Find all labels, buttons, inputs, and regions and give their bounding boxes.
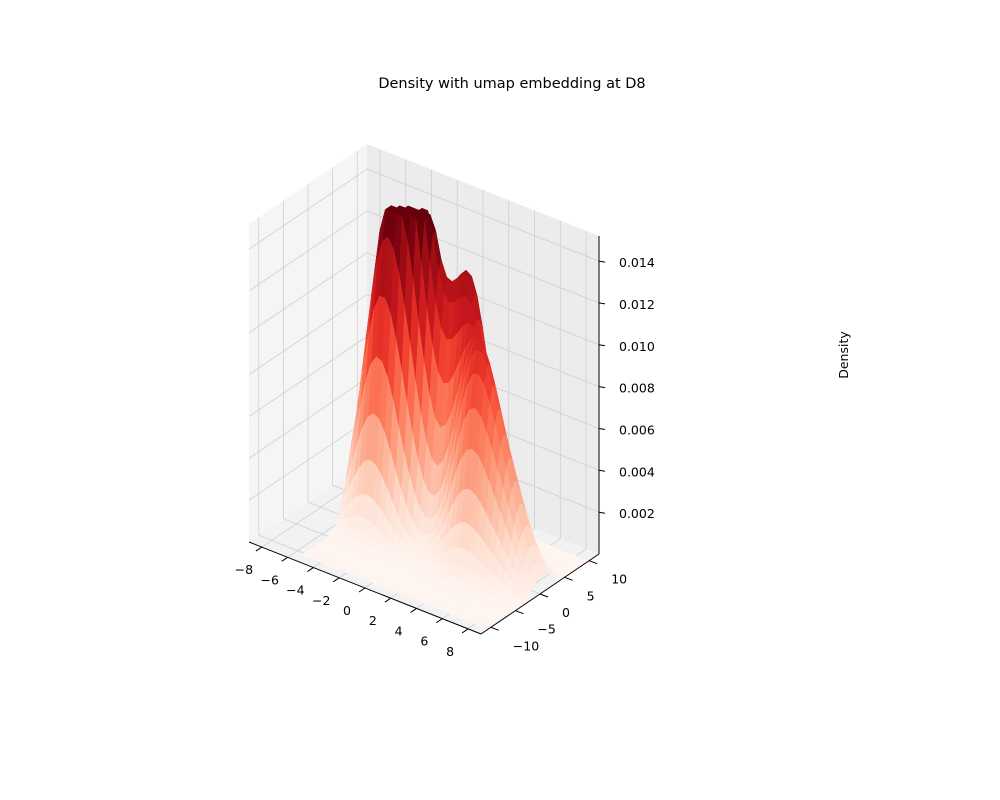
y-tick-label: −5 [537, 622, 555, 637]
x-tick-label: 8 [446, 644, 454, 659]
chart-title: Density with umap embedding at D8 [378, 76, 645, 92]
grid-line-z [248, 210, 368, 292]
y-tick-label: 5 [587, 588, 595, 603]
z-tick [598, 302, 606, 305]
x-tick-label: 0 [343, 603, 351, 618]
x-tick-label: −8 [235, 562, 253, 577]
z-tick-label: 0.008 [619, 381, 655, 396]
x-tick-label: −2 [312, 593, 330, 608]
z-tick [598, 344, 606, 347]
y-tick [564, 576, 573, 581]
x-tick-label: 6 [420, 634, 428, 649]
x-tick [358, 587, 366, 593]
x-tick [436, 618, 443, 624]
y-tick [515, 610, 524, 615]
y-tick [490, 626, 499, 631]
x-tick [332, 577, 340, 583]
z-axis-label: Density [836, 331, 851, 379]
grid-line-z [248, 377, 368, 459]
z-tick-label: 0.004 [619, 464, 655, 479]
x-tick-label: −4 [286, 583, 304, 598]
surface-patch [300, 552, 311, 558]
y-tick-label: 0 [562, 605, 570, 620]
y-tick [539, 593, 549, 598]
z-tick-label: 0.012 [619, 297, 655, 312]
x-tick [461, 628, 469, 634]
z-tick [598, 428, 606, 430]
z-tick-label: 0.006 [619, 423, 655, 438]
x-tick-label: 4 [395, 623, 403, 638]
density-surface [300, 204, 590, 630]
axes: −8 −6 −4 −2 0 2 4 6 8 10 5 0 −5−10 0.014 0.012 0.010 0.0… [235, 236, 655, 659]
y-tick-label: 10 [611, 572, 627, 587]
z-tick [598, 260, 606, 263]
grid-line-z [248, 294, 368, 375]
x-tick [255, 546, 263, 552]
x-tick-label: 2 [369, 613, 377, 628]
x-tick [410, 607, 417, 613]
grid-line-z [248, 168, 368, 250]
y-tick-label: −10 [513, 638, 539, 653]
x-tick [307, 567, 314, 573]
z-tick [598, 386, 606, 389]
y-tick [589, 560, 598, 565]
x-tick-label: −6 [260, 572, 278, 587]
grid-line-z [366, 168, 600, 262]
x-tick [384, 597, 392, 603]
grid-line-z [248, 336, 368, 417]
z-tick-label: 0.014 [619, 255, 655, 270]
grid-line-z [248, 252, 368, 334]
x-tick [281, 556, 288, 562]
z-tick-label: 0.002 [619, 506, 655, 521]
z-tick-label: 0.010 [619, 339, 655, 354]
z-tick [598, 469, 606, 472]
grid-line-z [248, 419, 368, 501]
z-tick [598, 511, 606, 514]
